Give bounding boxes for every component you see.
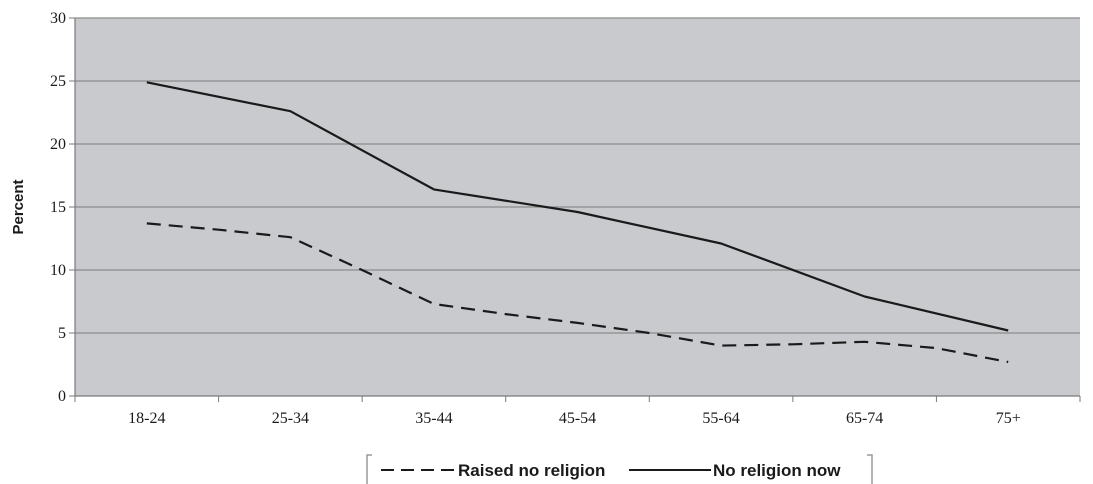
- legend-label-raised-no-religion: Raised no religion: [458, 461, 605, 480]
- y-tick-label-15: 15: [50, 199, 66, 216]
- y-tick-label-25: 25: [50, 73, 66, 90]
- series-lines: [146, 81, 1009, 364]
- x-tick-label-75+: 75+: [996, 410, 1021, 427]
- x-tick-label-45-54: 45-54: [559, 410, 596, 427]
- y-axis-label: Percent: [10, 179, 27, 234]
- x-tick-label-35-44: 35-44: [415, 410, 452, 427]
- series-line-no-religion-now: [146, 81, 1009, 332]
- y-tick-labels: 0 5 10 15 20 25 30: [50, 10, 66, 405]
- gridlines: [75, 17, 1080, 334]
- x-tick-label-55-64: 55-64: [702, 410, 739, 427]
- legend-bracket-right: [867, 454, 873, 484]
- x-tick-label-25-34: 25-34: [272, 410, 309, 427]
- legend: Raised no religion No religion now: [366, 454, 873, 484]
- y-tick-label-20: 20: [50, 136, 66, 153]
- x-tick-labels: 18-24 25-34 35-44 45-54 55-64 65-74 75+: [128, 410, 1021, 427]
- y-tick-label-30: 30: [50, 10, 66, 27]
- legend-label-no-religion-now: No religion now: [713, 461, 841, 480]
- legend-bracket-left: [366, 454, 372, 484]
- x-tick-label-65-74: 65-74: [846, 410, 883, 427]
- y-tick-label-10: 10: [50, 262, 66, 279]
- x-tick-label-18-24: 18-24: [128, 410, 165, 427]
- y-tick-label-0: 0: [58, 388, 66, 405]
- axes: [69, 17, 1081, 402]
- series-line-raised-no-religion: [146, 222, 1009, 364]
- y-tick-label-5: 5: [58, 325, 66, 342]
